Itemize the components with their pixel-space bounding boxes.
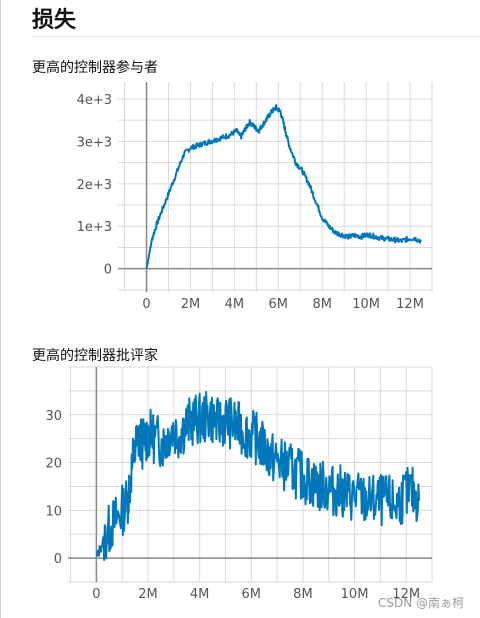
series-line — [96, 390, 421, 561]
x-tick-label: 12M — [396, 297, 424, 312]
y-tick-label: 10 — [45, 504, 62, 519]
y-tick-label: 3e+3 — [77, 135, 112, 150]
x-tick-label: 2M — [138, 587, 158, 602]
y-tick-label: 4e+3 — [77, 93, 112, 108]
y-tick-label: 0 — [54, 552, 62, 567]
y-tick-label: 2e+3 — [77, 178, 112, 193]
x-tick-label: 4M — [225, 297, 245, 312]
x-tick-label: 2M — [181, 297, 201, 312]
y-tick-label: 0 — [104, 263, 112, 278]
y-tick-label: 30 — [45, 409, 62, 424]
x-tick-label: 10M — [352, 297, 380, 312]
x-tick-label: 12M — [392, 587, 420, 602]
y-tick-label: 1e+3 — [77, 220, 112, 235]
x-tick-label: 8M — [293, 587, 313, 602]
y-tick-label: 20 — [45, 457, 62, 472]
chart-title-critic: 更高的控制器批评家 — [32, 348, 158, 364]
x-tick-label: 8M — [312, 297, 332, 312]
watermark: CSDN @南ぁ柯 — [377, 596, 464, 610]
x-tick-label: 6M — [269, 297, 289, 312]
x-tick-label: 6M — [242, 587, 262, 602]
section-divider — [32, 36, 480, 37]
x-tick-label: 4M — [190, 587, 210, 602]
x-tick-label: 10M — [341, 587, 369, 602]
series-line — [145, 104, 422, 269]
x-tick-label: 0 — [142, 297, 150, 312]
x-tick-label: 0 — [92, 587, 100, 602]
chart-title-actor: 更高的控制器参与者 — [32, 60, 158, 76]
left-border — [0, 0, 1, 618]
actor-loss-chart: 0 2M 4M 6M 8M 10M 12M 0 1e+3 2e+3 3e+3 4e+3 — [77, 82, 433, 312]
section-title: 损失 — [32, 8, 77, 33]
